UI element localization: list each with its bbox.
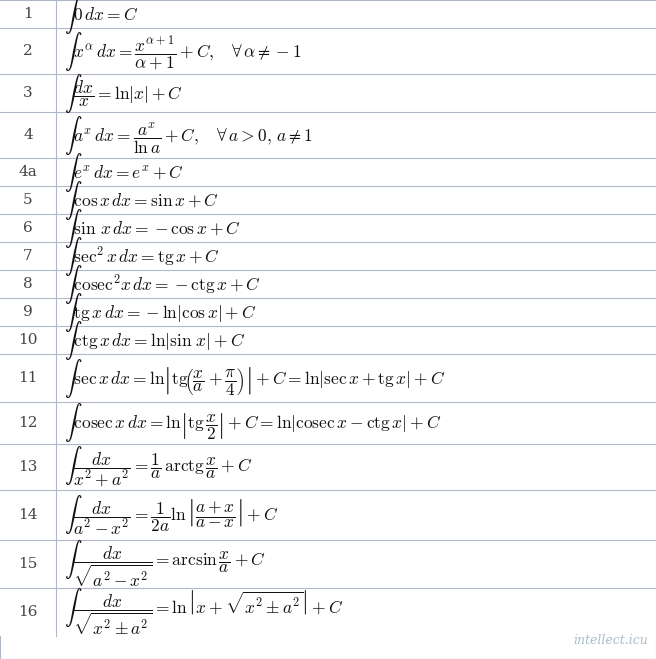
Bar [0,540,656,588]
Bar [0,270,656,298]
Text: $\int \cos x\,dx = \sin x+C$: $\int \cos x\,dx = \sin x+C$ [64,179,218,221]
Bar [0,326,656,354]
Bar [0,214,656,242]
Bar [0,490,656,540]
Bar [0,74,656,112]
Text: $\int \sin\, x\,dx = -\cos x+C$: $\int \sin\, x\,dx = -\cos x+C$ [64,206,241,250]
Text: 11: 11 [18,371,37,385]
Text: $\int \mathrm{cosec}^{2}x\,dx = -\mathrm{ctg}\, x+C$: $\int \mathrm{cosec}^{2}x\,dx = -\mathrm… [64,262,261,306]
Bar [0,186,656,214]
Text: 15: 15 [18,557,37,571]
Text: $\int a^{x}\,dx = \dfrac{a^{x}}{\ln a}+C,\quad \forall\,a>0,\,a\neq 1$: $\int a^{x}\,dx = \dfrac{a^{x}}{\ln a}+C… [64,113,313,156]
Bar [0,588,656,636]
Text: $\int \dfrac{dx}{x} = \ln|x|+C$: $\int \dfrac{dx}{x} = \ln|x|+C$ [64,71,183,115]
Text: 6: 6 [23,221,33,235]
Text: 16: 16 [18,605,37,619]
Text: $\int \dfrac{dx}{x^{2}+a^{2}} = \dfrac{1}{a}\,\mathrm{arctg}\,\dfrac{x}{a}+C$: $\int \dfrac{dx}{x^{2}+a^{2}} = \dfrac{1… [64,445,253,489]
Text: intellect.icu: intellect.icu [573,634,648,647]
Text: $\int e^{x}\,dx = e^{x}+C$: $\int e^{x}\,dx = e^{x}+C$ [64,150,184,194]
Text: 8: 8 [23,277,33,291]
Text: 1: 1 [23,7,33,21]
Text: 3: 3 [23,86,33,100]
Text: $\int \dfrac{dx}{a^{2}-x^{2}} = \dfrac{1}{2a}\ln\left|\dfrac{a+x}{a-x}\right|+C$: $\int \dfrac{dx}{a^{2}-x^{2}} = \dfrac{1… [64,493,278,537]
Text: $\int x^{\alpha}\,dx = \dfrac{x^{\alpha+1}}{\alpha+1}+C,\quad \forall\,\alpha\ne: $\int x^{\alpha}\,dx = \dfrac{x^{\alpha+… [64,30,302,72]
Bar [0,28,656,74]
Bar [0,354,656,402]
Text: 9: 9 [23,305,33,319]
Text: 4: 4 [23,128,33,142]
Text: 4a: 4a [18,165,37,179]
Bar [0,242,656,270]
Bar [0,112,656,158]
Text: 5: 5 [23,193,33,207]
Bar [0,444,656,490]
Text: $\int \mathrm{cosec}\, x\,dx = \ln\!\left|\mathrm{tg}\,\dfrac{x}{2}\right|+C = \: $\int \mathrm{cosec}\, x\,dx = \ln\!\lef… [64,401,441,445]
Text: $\int \dfrac{dx}{\sqrt{x^{2}\pm a^{2}}} = \ln\left|x+\sqrt{x^{2}\pm a^{2}}\right: $\int \dfrac{dx}{\sqrt{x^{2}\pm a^{2}}} … [64,587,343,637]
Bar [0,158,656,186]
Bar [0,402,656,444]
Text: $\int \dfrac{dx}{\sqrt{a^{2}-x^{2}}} = \arcsin\dfrac{x}{a}+C$: $\int \dfrac{dx}{\sqrt{a^{2}-x^{2}}} = \… [64,538,266,589]
Text: $\int \mathrm{ctg}\, x\,dx = \ln|\sin\, x|+C$: $\int \mathrm{ctg}\, x\,dx = \ln|\sin\, … [64,318,245,362]
Text: 7: 7 [23,249,33,263]
Bar [0,0,656,28]
Text: 13: 13 [18,460,37,474]
Text: $\int 0\,dx = C$: $\int 0\,dx = C$ [64,0,138,36]
Text: $\int \sec x\,dx = \ln\!\left|\mathrm{tg}\!\left(\dfrac{x}{a}+\dfrac{\pi}{4}\rig: $\int \sec x\,dx = \ln\!\left|\mathrm{tg… [64,357,445,399]
Bar [0,298,656,326]
Text: 12: 12 [18,416,37,430]
Text: 2: 2 [23,44,33,58]
Text: 10: 10 [18,333,37,347]
Text: 14: 14 [18,508,37,522]
Text: $\int \mathrm{tg}\, x\,dx = -\ln|\cos x|+C$: $\int \mathrm{tg}\, x\,dx = -\ln|\cos x|… [64,291,256,333]
Text: $\int \sec^{2}x\,dx = \mathrm{tg}\, x+C$: $\int \sec^{2}x\,dx = \mathrm{tg}\, x+C$ [64,235,220,277]
